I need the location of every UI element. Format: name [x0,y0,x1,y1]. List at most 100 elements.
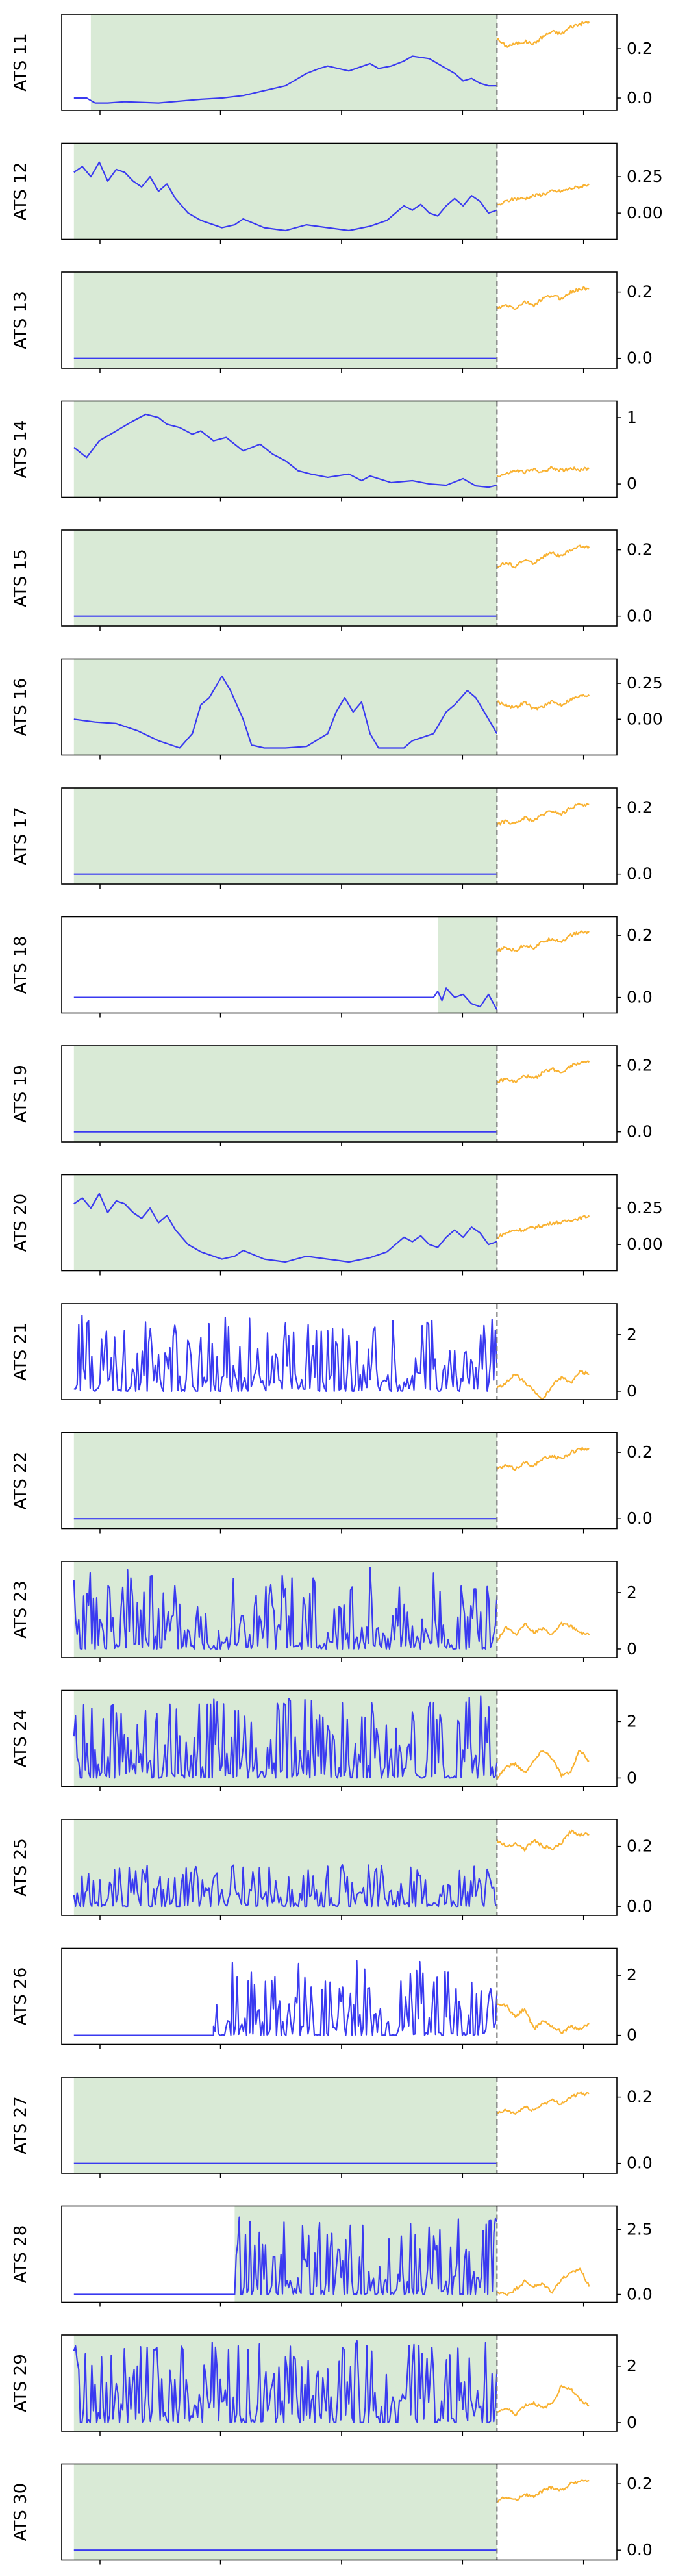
plot-frame [61,271,618,369]
history-line [73,2340,498,2423]
subplot-19: 0.2 0.0 ATS 19 [11,1045,653,1146]
y-tick-label: 0.2 [627,926,653,944]
y-axis-label: ATS 12 [11,162,31,221]
history-line [73,1960,498,2036]
y-tick-label: 2 [627,1711,637,1730]
y-tick-label: 2 [627,2356,637,2375]
plot-frame [61,2463,618,2561]
y-tick-label: 0.2 [627,798,653,817]
y-tick-label: 0 [627,1639,637,1658]
subplot-15: 0.2 0.0 ATS 15 [11,529,653,631]
y-axis-label: ATS 18 [11,936,31,994]
plot-frame [61,2205,618,2303]
shaded-region [73,1046,497,1142]
subplot-30: 0.2 0.0 ATS 30 [11,2463,653,2565]
plot-frame [61,1174,618,1272]
plot-frame [61,1819,618,1916]
subplot-24: 2 0 ATS 24 [11,1689,637,1791]
y-tick-label: 0.2 [627,283,653,301]
y-tick-label: 0.00 [627,709,663,728]
shaded-region [73,2464,497,2560]
subplot-20: 0.25 0.00 ATS 20 [11,1174,663,1276]
y-tick-label: 0 [627,2413,637,2432]
forecast-line [496,1446,590,1471]
y-tick-label: 0.2 [627,39,653,58]
shaded-region [73,530,497,626]
y-tick-label: 0.0 [627,988,653,1007]
history-line [73,1864,498,1908]
plot-frame [61,1689,618,1787]
plot-frame [61,916,618,1014]
y-tick-label: 0.2 [627,540,653,559]
shaded-region [73,272,497,368]
subplot-18: 0.2 0.0 ATS 18 [11,916,653,1018]
y-tick-label: 0.00 [627,1235,663,1254]
y-tick-label: 0.0 [627,2540,653,2559]
history-line [73,413,497,488]
history-line [73,987,498,1011]
y-axis-label: ATS 29 [11,2354,31,2412]
y-tick-label: 0 [627,1768,637,1787]
y-tick-label: 0.2 [627,1837,653,1856]
plot-frame [61,2334,618,2432]
y-tick-label: 0.2 [627,1056,653,1075]
subplot-13: 0.2 0.0 ATS 13 [11,271,653,373]
y-tick-label: 0.0 [627,1509,653,1528]
history-line [73,55,497,104]
forecast-line [496,1750,590,1780]
plot-frame [61,1561,618,1658]
history-line [73,1567,498,1650]
y-axis-label: ATS 28 [11,2225,31,2284]
subplot-12: 0.25 0.00 ATS 12 [11,142,663,244]
subplot-28: 2.5 0.0 ATS 28 [11,2205,653,2307]
plot-frame [61,400,618,498]
history-line [73,1695,498,1779]
plot-frame [61,529,618,627]
shaded-region [73,143,497,240]
y-axis-label: ATS 23 [11,1580,31,1639]
forecast-line [496,2003,590,2034]
forecast-line [496,465,590,478]
y-tick-label: 2 [627,1583,637,1602]
y-tick-label: 0.25 [627,674,663,692]
shaded-region [73,788,497,884]
forecast-line [496,2091,590,2115]
plot-frame [61,2077,618,2174]
shaded-region [73,1819,497,1915]
forecast-line [496,1060,590,1083]
y-tick-label: 0 [627,2026,637,2045]
plot-frame [61,142,618,240]
y-tick-label: 0.0 [627,607,653,625]
forecast-line [496,930,590,952]
y-tick-label: 0.0 [627,88,653,107]
forecast-line [496,286,590,310]
y-axis-label: ATS 17 [11,807,31,865]
subplot-23: 2 0 ATS 23 [11,1561,637,1662]
y-tick-label: 0.2 [627,2474,653,2493]
plot-frame [61,1045,618,1143]
plot-frame [61,1303,618,1400]
y-axis-label: ATS 25 [11,1838,31,1897]
y-tick-label: 0.0 [627,2154,653,2173]
y-tick-label: 0.2 [627,1443,653,1461]
shaded-region [73,1174,497,1271]
y-axis-label: ATS 24 [11,1710,31,1768]
subplot-21: 2 0 ATS 21 [11,1303,637,1404]
shaded-region [73,1432,497,1529]
y-axis-label: ATS 16 [11,678,31,737]
y-axis-label: ATS 21 [11,1322,31,1381]
y-tick-label: 0.0 [627,2285,653,2304]
plot-frame [61,658,618,756]
forecast-line [496,802,590,826]
y-axis-label: ATS 15 [11,549,31,607]
history-line [73,1193,497,1263]
y-axis-label: ATS 22 [11,1452,31,1510]
y-tick-label: 0.0 [627,1897,653,1915]
y-tick-label: 2.5 [627,2220,653,2239]
history-line [73,2216,498,2295]
plot-frame [61,1947,618,2045]
shaded-region [73,401,497,498]
subplot-29: 2 0 ATS 29 [11,2334,637,2436]
y-tick-label: 0 [627,1382,637,1400]
